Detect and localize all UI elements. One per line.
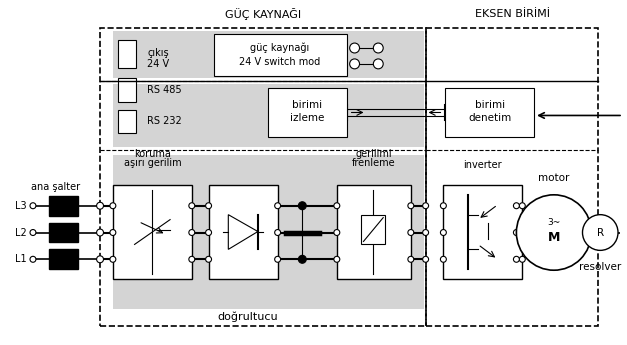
Text: birimi: birimi: [292, 100, 322, 110]
Circle shape: [275, 203, 281, 209]
Bar: [209, 185, 278, 279]
Bar: [100, 28, 426, 326]
Circle shape: [30, 229, 36, 236]
Bar: [118, 78, 135, 101]
Text: resolver: resolver: [579, 262, 621, 272]
Circle shape: [206, 229, 211, 236]
Bar: [113, 185, 192, 279]
Text: RS 232: RS 232: [147, 116, 182, 126]
Circle shape: [30, 203, 36, 209]
Circle shape: [440, 203, 446, 209]
Text: RS 485: RS 485: [147, 85, 182, 95]
Circle shape: [423, 229, 429, 236]
Text: GÜÇ KAYNAĞI: GÜÇ KAYNAĞI: [224, 8, 301, 20]
Bar: [445, 88, 534, 137]
Text: koruma: koruma: [134, 149, 171, 159]
Circle shape: [408, 203, 414, 209]
Circle shape: [519, 229, 525, 236]
Bar: [268, 88, 347, 137]
Circle shape: [110, 256, 116, 262]
Circle shape: [519, 203, 525, 209]
Circle shape: [30, 256, 36, 262]
Circle shape: [189, 203, 195, 209]
Text: doğrultucu: doğrultucu: [218, 312, 278, 322]
Circle shape: [350, 43, 359, 53]
Circle shape: [334, 229, 340, 236]
Text: izleme: izleme: [290, 114, 324, 124]
Text: birimi: birimi: [475, 100, 505, 110]
Circle shape: [298, 255, 306, 263]
Text: 24 V: 24 V: [147, 59, 169, 69]
Text: 24 V switch mod: 24 V switch mod: [239, 57, 320, 67]
Text: motor: motor: [538, 173, 569, 183]
Circle shape: [97, 202, 103, 209]
Circle shape: [189, 256, 195, 262]
Bar: [362, 215, 385, 244]
Circle shape: [514, 256, 519, 262]
Circle shape: [334, 203, 340, 209]
Circle shape: [206, 203, 211, 209]
Circle shape: [97, 229, 103, 236]
Circle shape: [275, 256, 281, 262]
Text: denetim: denetim: [468, 114, 512, 124]
Bar: [49, 223, 78, 243]
Circle shape: [514, 203, 519, 209]
Text: L1: L1: [15, 254, 27, 264]
Circle shape: [110, 203, 116, 209]
Circle shape: [350, 59, 359, 69]
Circle shape: [517, 195, 591, 270]
Circle shape: [334, 256, 340, 262]
Circle shape: [582, 215, 618, 250]
Circle shape: [373, 43, 383, 53]
Circle shape: [440, 256, 446, 262]
Circle shape: [408, 256, 414, 262]
Circle shape: [298, 202, 306, 210]
Text: R: R: [597, 227, 604, 237]
Bar: [113, 155, 424, 309]
Text: çıkış: çıkış: [147, 48, 169, 58]
Circle shape: [519, 256, 525, 262]
Circle shape: [440, 229, 446, 236]
Circle shape: [97, 256, 103, 263]
Circle shape: [373, 59, 383, 69]
Circle shape: [423, 256, 429, 262]
Text: L2: L2: [15, 227, 27, 237]
Bar: [214, 34, 347, 76]
Bar: [113, 84, 424, 147]
Bar: [113, 31, 424, 78]
Text: EKSEN BİRİMİ: EKSEN BİRİMİ: [475, 9, 550, 19]
Circle shape: [206, 256, 211, 262]
Text: M: M: [548, 231, 560, 244]
Circle shape: [423, 203, 429, 209]
Text: frenleme: frenleme: [352, 158, 395, 168]
Circle shape: [275, 229, 281, 236]
Circle shape: [110, 229, 116, 236]
Text: inverter: inverter: [463, 160, 502, 170]
Text: ana şalter: ana şalter: [31, 182, 80, 192]
Circle shape: [514, 229, 519, 236]
Bar: [118, 40, 135, 68]
Text: gerilimi: gerilimi: [355, 149, 392, 159]
Text: güç kaynağı: güç kaynağı: [250, 43, 309, 53]
Text: aşırı gerilim: aşırı gerilim: [124, 158, 181, 168]
Bar: [49, 249, 78, 269]
Circle shape: [408, 229, 414, 236]
Bar: [337, 185, 411, 279]
Bar: [118, 109, 135, 133]
Text: L3: L3: [15, 201, 27, 211]
Text: 3~: 3~: [547, 218, 561, 227]
Bar: [443, 185, 522, 279]
Bar: [49, 196, 78, 216]
Circle shape: [189, 229, 195, 236]
Bar: [426, 28, 598, 326]
